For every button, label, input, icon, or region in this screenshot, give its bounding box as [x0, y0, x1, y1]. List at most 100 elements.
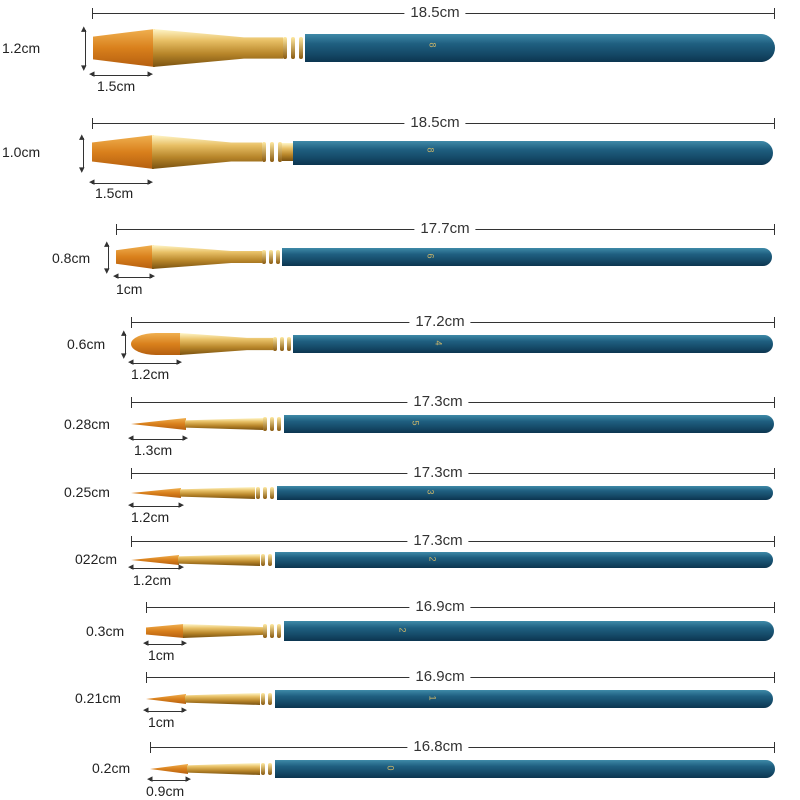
tip-label: 1cm — [148, 714, 175, 730]
tip-label: 1.2cm — [133, 572, 172, 588]
tip-label: 1.5cm — [95, 185, 134, 201]
tip-label: 1.5cm — [97, 78, 136, 94]
length-label: 16.9cm — [409, 599, 471, 615]
brush-4: 17.2cm 0.6cm 4 1.2cm — [0, 310, 800, 390]
bristle-tip — [146, 624, 184, 638]
size-number: 6 — [425, 253, 436, 259]
length-label: 18.5cm — [404, 115, 466, 131]
brush-5: 17.3cm 0.28cm 5 1.3cm — [0, 392, 800, 462]
tip-dimension-line — [89, 175, 153, 188]
brush-10: 16.8cm 0.2cm 0 0.9cm — [0, 733, 800, 800]
length-label: 17.3cm — [407, 394, 469, 410]
ferrule-crimp — [262, 142, 266, 162]
bristle-tip — [150, 764, 188, 774]
ferrule-crimp — [270, 487, 274, 499]
metal-ferrule — [152, 135, 262, 169]
ferrule-crimp — [263, 417, 267, 431]
brush-3: 17.7cm 0.8cm 6 1cm — [0, 215, 800, 300]
bristle-tip — [93, 29, 155, 67]
width-label: 0.25cm — [64, 484, 110, 500]
brush-handle — [277, 486, 773, 500]
ferrule-crimp — [277, 624, 281, 638]
tip-label: 1.3cm — [134, 442, 173, 458]
ferrule-crimp — [263, 624, 267, 638]
ferrule-crimp — [268, 763, 272, 775]
brush-handle — [293, 335, 773, 353]
width-label: 022cm — [75, 551, 118, 567]
ferrule-crimp — [287, 337, 291, 351]
metal-ferrule — [153, 29, 283, 67]
brush-handle — [282, 248, 772, 266]
metal-ferrule — [282, 143, 294, 161]
metal-ferrule — [183, 624, 263, 638]
metal-ferrule — [178, 554, 260, 566]
width-arrow — [79, 130, 85, 176]
width-arrow — [121, 326, 127, 362]
width-label: 1.0cm — [2, 144, 41, 160]
tip-dimension-line — [147, 772, 191, 785]
width-label: 0.8cm — [52, 250, 91, 266]
bristle-tip — [131, 418, 186, 430]
ferrule-crimp — [280, 337, 284, 351]
length-label: 18.5cm — [404, 5, 466, 21]
brush-handle — [284, 621, 774, 641]
brush-2: 18.5cm 1.0cm 8 1.5cm — [0, 105, 800, 201]
ferrule-crimp — [269, 250, 273, 264]
tip-dimension-line — [113, 269, 155, 282]
brush-handle — [284, 415, 774, 433]
size-number: 8 — [425, 147, 436, 153]
length-label: 17.3cm — [407, 465, 469, 481]
brush-1: 18.5cm 1.2cm 8 1.5cm — [0, 0, 800, 94]
metal-ferrule — [180, 333, 273, 355]
tip-dimension-line — [143, 636, 187, 649]
brush-9: 16.9cm 0.21cm 1 1cm — [0, 665, 800, 733]
brush-7: 17.3cm 022cm 2 1.2cm — [0, 532, 800, 597]
ferrule-crimp — [276, 250, 280, 264]
length-label: 17.3cm — [407, 533, 469, 549]
bristle-tip — [116, 245, 154, 269]
width-label: 0.3cm — [86, 623, 125, 639]
ferrule-crimp — [270, 624, 274, 638]
width-label: 0.6cm — [67, 336, 106, 352]
metal-ferrule — [152, 245, 262, 269]
size-number: 2 — [427, 556, 438, 562]
ferrule-crimp — [261, 693, 265, 705]
bristle-tip — [131, 333, 181, 355]
brush-8: 16.9cm 0.3cm 2 1cm — [0, 597, 800, 665]
brush-handle — [275, 552, 773, 568]
width-label: 0.21cm — [75, 690, 121, 706]
ferrule-crimp — [263, 487, 267, 499]
bristle-tip — [92, 135, 154, 169]
bristle-tip — [131, 555, 179, 565]
ferrule-crimp — [291, 37, 295, 59]
tip-dimension-line — [128, 498, 184, 511]
ferrule-crimp — [278, 142, 282, 162]
length-label: 17.2cm — [409, 314, 471, 330]
tip-dimension-line — [128, 431, 188, 444]
brush-handle — [305, 34, 775, 62]
ferrule-crimp — [261, 763, 265, 775]
metal-ferrule — [185, 418, 263, 430]
size-number: 8 — [427, 42, 438, 48]
width-arrow — [104, 237, 110, 277]
size-number: 4 — [433, 340, 444, 346]
ferrule-crimp — [283, 37, 287, 59]
length-label: 16.9cm — [409, 669, 471, 685]
brush-6: 17.3cm 0.25cm 3 1.2cm — [0, 465, 800, 530]
ferrule-crimp — [299, 37, 303, 59]
ferrule-crimp — [268, 693, 272, 705]
ferrule-crimp — [261, 554, 265, 566]
tip-dimension-line — [143, 703, 187, 716]
size-number: 5 — [410, 420, 421, 426]
metal-ferrule — [187, 763, 260, 775]
width-label: 0.2cm — [92, 760, 131, 776]
tip-label: 0.9cm — [146, 783, 185, 799]
size-number: 0 — [385, 765, 396, 771]
ferrule-crimp — [262, 250, 266, 264]
brush-handle — [275, 760, 775, 778]
width-label: 1.2cm — [2, 40, 41, 56]
metal-ferrule — [180, 487, 255, 499]
ferrule-crimp — [277, 417, 281, 431]
size-number: 3 — [425, 489, 436, 495]
ferrule-crimp — [270, 142, 274, 162]
